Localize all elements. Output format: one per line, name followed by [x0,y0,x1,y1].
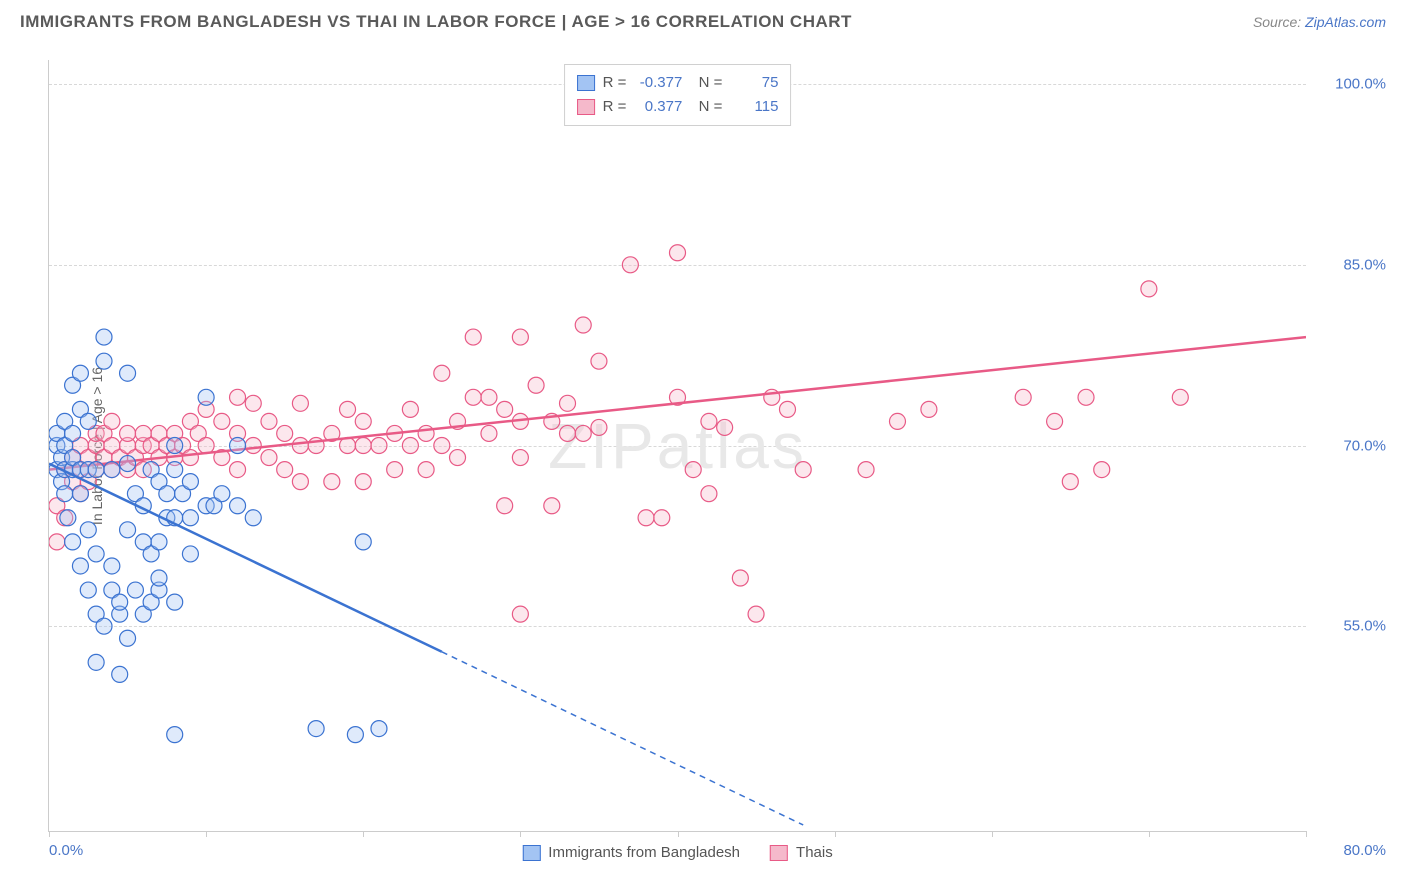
x-tick [1306,831,1307,837]
legend-swatch-b [770,845,788,861]
stats-legend: R = -0.377 N = 75 R = 0.377 N = 115 [564,64,792,126]
y-tick-label: 70.0% [1343,437,1386,454]
scatter-svg [49,60,1306,831]
chart-title: IMMIGRANTS FROM BANGLADESH VS THAI IN LA… [20,12,852,32]
x-min-label: 0.0% [49,842,83,859]
x-tick [206,831,207,837]
plot-area: ZIPatlas 55.0%70.0%85.0%100.0% 0.0% 80.0… [48,60,1306,832]
swatch-series-a [577,75,595,91]
y-tick-label: 55.0% [1343,618,1386,635]
y-tick-label: 85.0% [1343,256,1386,273]
legend-swatch-a [522,845,540,861]
x-tick [992,831,993,837]
swatch-series-b [577,99,595,115]
legend-label-a: Immigrants from Bangladesh [548,844,740,861]
x-tick [678,831,679,837]
legend-label-b: Thais [796,844,833,861]
x-tick [363,831,364,837]
x-tick [835,831,836,837]
x-tick [1149,831,1150,837]
x-max-label: 80.0% [1343,842,1386,859]
x-tick [49,831,50,837]
x-tick [520,831,521,837]
y-tick-label: 100.0% [1335,76,1386,93]
series-legend: Immigrants from Bangladesh Thais [522,844,832,861]
source-link[interactable]: ZipAtlas.com [1305,14,1386,30]
source-text: Source: ZipAtlas.com [1253,14,1386,30]
